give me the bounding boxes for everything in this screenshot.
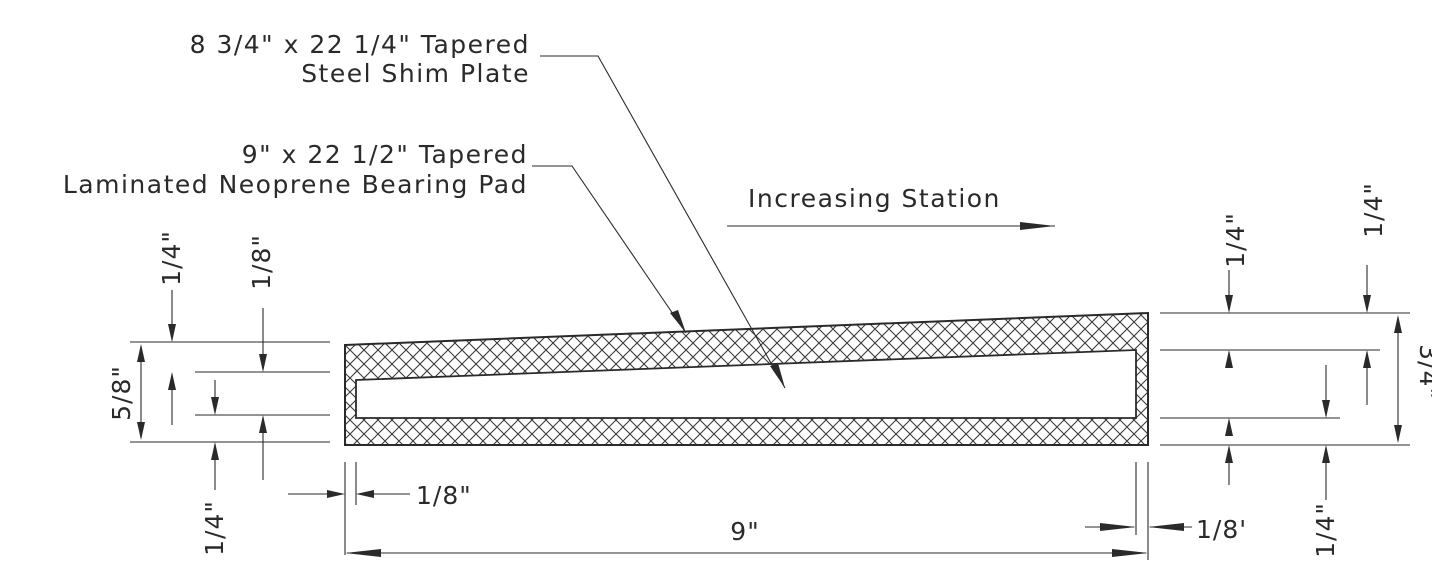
- increasing-station-label: Increasing Station: [748, 184, 1001, 213]
- left-edge-eighth-dimension: [288, 462, 410, 555]
- right-bottom-quarter-label: 1/4": [1311, 502, 1340, 558]
- left-top-quarter-dimension: [168, 290, 176, 425]
- right-top-quarter-dimension: [1225, 270, 1233, 485]
- left-total-label: 5/8": [107, 365, 136, 421]
- overall-length-label: 9": [730, 517, 759, 546]
- overall-length-dimension: [345, 462, 1149, 560]
- increasing-station-arrow: [727, 222, 1055, 230]
- right-outer-quarter-label: 1/4": [1359, 182, 1388, 238]
- right-bottom-quarter-dimension: [1322, 365, 1330, 500]
- right-edge-eighth-dimension: [1085, 462, 1192, 535]
- shim-callout-line-2: Steel Shim Plate: [301, 59, 530, 88]
- right-outer-quarter-dimension: [1363, 265, 1371, 405]
- shim-callout-line-1: 8 3/4" x 22 1/4" Tapered: [190, 30, 530, 59]
- left-edge-eighth-label: 1/8": [416, 481, 472, 510]
- pad-leader: [532, 165, 687, 334]
- right-top-quarter-label: 1/4": [1221, 212, 1250, 268]
- pad-callout-line-2: Laminated Neoprene Bearing Pad: [63, 170, 528, 199]
- pad-callout-line-1: 9" x 22 1/2" Tapered: [242, 140, 528, 169]
- left-top-eighth-label: 1/8": [247, 234, 276, 290]
- shim-leader: [540, 55, 786, 389]
- left-bottom-quarter-dimension: [211, 380, 219, 490]
- left-top-quarter-label: 1/4": [157, 230, 186, 286]
- left-bottom-quarter-label: 1/4": [200, 500, 229, 556]
- right-total-dimension: [1394, 315, 1402, 443]
- left-total-dimension: [137, 344, 145, 440]
- left-extension-lines: [130, 341, 330, 443]
- right-total-label: 3/4": [1414, 344, 1432, 400]
- steel-shim-plate: [355, 349, 1137, 419]
- right-extension-lines: [1160, 312, 1410, 446]
- right-edge-eighth-label: 1/8': [1196, 515, 1247, 544]
- left-top-eighth-dimension: [259, 308, 267, 480]
